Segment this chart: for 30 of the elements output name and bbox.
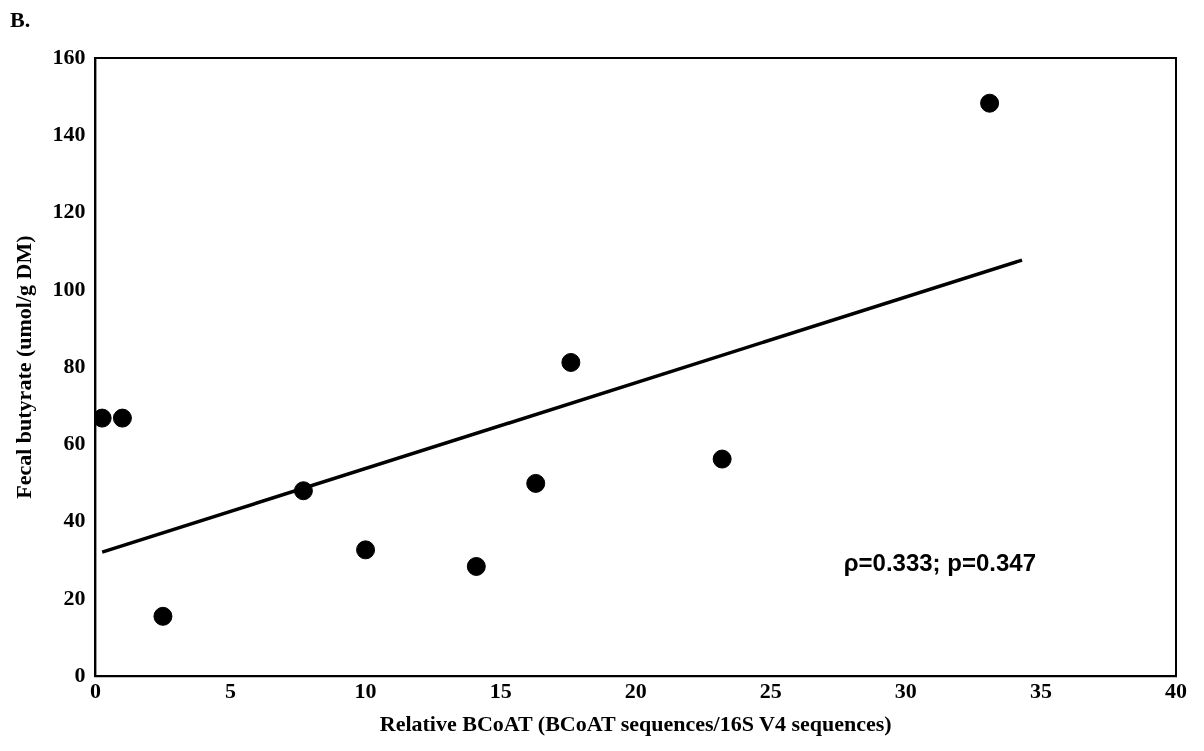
point	[526, 473, 546, 493]
x-tick-label: 5	[224, 678, 236, 704]
y-tick-label: 0	[74, 661, 86, 687]
y-tick-label: 160	[52, 43, 86, 69]
x-tick-label: 25	[759, 678, 782, 704]
y-tick-label: 140	[52, 120, 86, 146]
x-tick-label: 40	[1165, 678, 1187, 704]
x-tick-label: 35	[1029, 678, 1052, 704]
point	[356, 540, 376, 560]
x-tick-label: 30	[894, 678, 917, 704]
y-axis-title: Fecal butyrate (umol/g DM)	[10, 235, 36, 499]
point	[153, 606, 173, 626]
y-tick-label: 20	[63, 584, 86, 610]
y-tick-label: 100	[52, 275, 86, 301]
x-tick-label: 10	[354, 678, 377, 704]
point	[112, 408, 132, 428]
point	[466, 556, 486, 576]
annotation: ρ=0.333; p=0.347	[843, 548, 1036, 576]
y-tick-label: 80	[63, 352, 86, 378]
point	[712, 449, 732, 469]
y-tick-label: 120	[52, 198, 86, 224]
x-tick-label: 20	[624, 678, 647, 704]
point	[980, 93, 1000, 113]
point	[561, 352, 581, 372]
x-axis-title: Relative BCoAT (BCoAT sequences/16S V4 sequences)	[379, 711, 892, 737]
x-tick-label: 15	[489, 678, 512, 704]
y-tick-label: 60	[63, 430, 86, 456]
y-tick-label: 40	[63, 507, 86, 533]
point	[293, 481, 313, 501]
chart-title: B.	[10, 6, 31, 32]
